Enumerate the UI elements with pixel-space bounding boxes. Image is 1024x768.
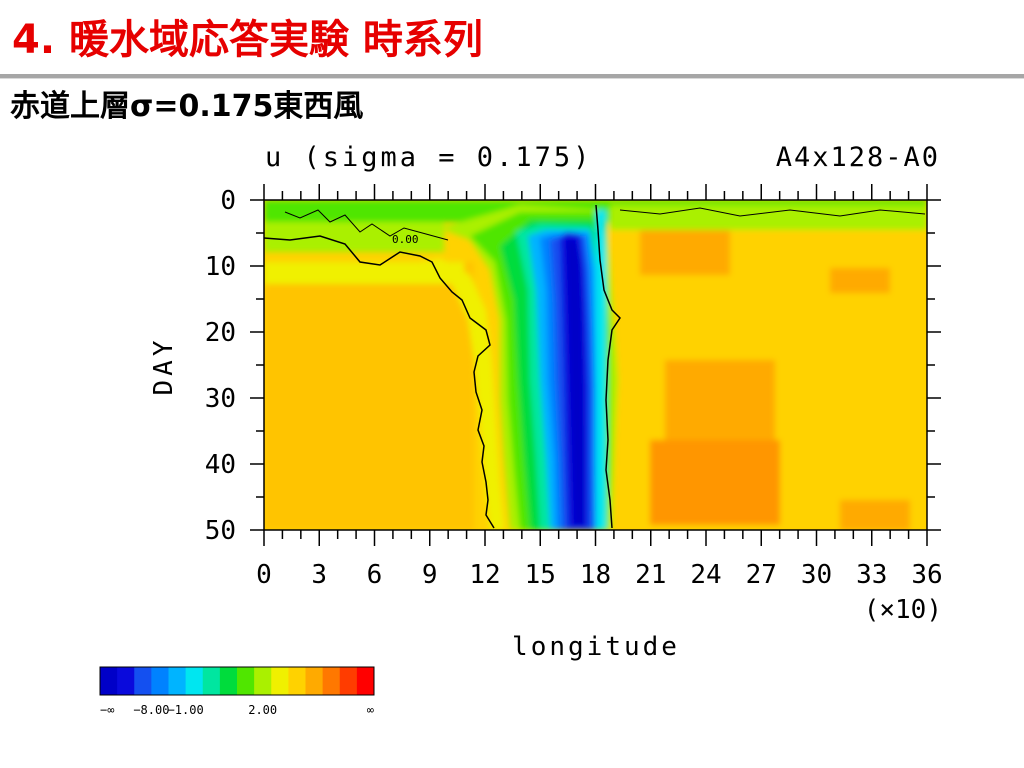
x-tick-label: 12 xyxy=(469,560,500,590)
y-axis-label: DAY xyxy=(149,337,179,396)
colorbar-label: ∞ xyxy=(367,703,374,717)
chart-run-label: A4x128-A0 xyxy=(776,142,940,173)
zero-contour-east xyxy=(595,204,621,529)
x-multiplier: (×10) xyxy=(864,595,942,625)
colorbar-swatch xyxy=(185,667,204,695)
y-tick-label: 10 xyxy=(205,252,236,282)
field-west-band xyxy=(264,262,474,530)
colorbar-swatch xyxy=(254,667,272,695)
field-westerly-edge xyxy=(420,258,505,530)
colorbar-swatch xyxy=(237,667,255,695)
colorbar-label: −∞ xyxy=(100,703,114,717)
x-tick-label: 30 xyxy=(801,560,832,590)
x-tick-label: 24 xyxy=(690,560,721,590)
zero-contour-noise-east xyxy=(619,207,926,217)
colorbar-swatch xyxy=(271,667,289,695)
field-west-yellow-edge xyxy=(264,262,464,284)
field-easterly-max xyxy=(566,240,584,525)
x-tick-label: 15 xyxy=(525,560,556,590)
colorbar-frame xyxy=(99,666,375,696)
x-tick-label: 36 xyxy=(911,560,942,590)
x-tick-label: 0 xyxy=(256,560,272,590)
colorbar-swatch xyxy=(151,667,169,695)
colorbar-swatch xyxy=(202,667,221,695)
colorbar-swatch xyxy=(134,667,152,695)
field-east-orange-upper xyxy=(640,230,730,275)
field-top-green-east xyxy=(610,205,927,230)
y-tick-label: 50 xyxy=(205,516,236,546)
colorbar: −∞ −8.00−1.00 2.00 ∞ xyxy=(99,666,375,717)
contour-label: 0.00 xyxy=(392,233,419,246)
colorbar-swatch xyxy=(168,667,187,695)
x-tick-label: 21 xyxy=(635,560,666,590)
slide-title: 4. 暖水域応答実験 時系列 xyxy=(12,17,483,63)
field-east-orange-far xyxy=(840,500,910,530)
zero-contour-noise xyxy=(284,209,449,241)
y-tick-label: 0 xyxy=(220,186,236,216)
x-axis-label: longitude xyxy=(512,632,680,662)
colorbar-swatch xyxy=(305,667,324,695)
field-east-orange-lower xyxy=(650,440,780,525)
colorbar-swatch xyxy=(288,667,306,695)
title-divider xyxy=(0,74,1024,78)
colorbar-swatch xyxy=(322,667,341,695)
field-east-orange-mid xyxy=(665,360,775,440)
colorbar-label: −8.00 xyxy=(133,703,169,717)
colorbar-swatch xyxy=(356,667,375,695)
colorbar-swatch xyxy=(219,667,238,695)
slide-subtitle: 赤道上層σ=0.175東西風 xyxy=(10,89,364,124)
colorbar-swatch xyxy=(117,667,135,695)
colorbar-label: 2.00 xyxy=(248,703,277,717)
x-tick-label: 18 xyxy=(580,560,611,590)
heatmap-field: 0.00 xyxy=(264,200,927,530)
x-tick-label: 3 xyxy=(311,560,327,590)
x-tick-label: 9 xyxy=(422,560,438,590)
title-divider-shadow xyxy=(0,78,1024,79)
x-tick-label: 27 xyxy=(746,560,777,590)
field-east-orange-right xyxy=(830,268,890,293)
x-tick-label: 6 xyxy=(367,560,383,590)
colorbar-label: −1.00 xyxy=(168,703,204,717)
chart-title: u (sigma = 0.175) xyxy=(265,142,592,173)
zero-contour-west xyxy=(264,235,495,529)
field-top-green-west xyxy=(264,222,444,252)
y-tick-label: 40 xyxy=(205,450,236,480)
colorbar-swatch xyxy=(100,667,118,695)
y-tick-label: 20 xyxy=(205,318,236,348)
colorbar-swatch xyxy=(339,667,358,695)
x-tick-label: 33 xyxy=(856,560,887,590)
y-tick-label: 30 xyxy=(205,384,236,414)
field-east-edge-cyan xyxy=(596,210,606,530)
